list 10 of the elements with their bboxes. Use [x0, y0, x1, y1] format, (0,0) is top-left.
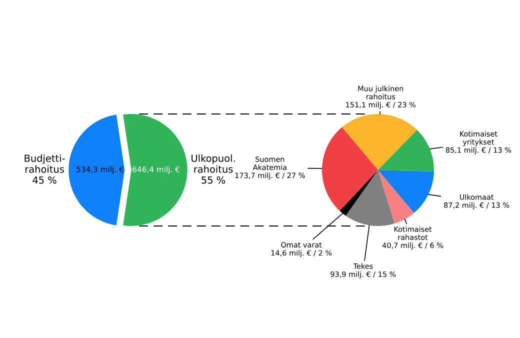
text: 45 %	[32, 176, 56, 184]
pie-slice	[378, 130, 434, 172]
slice-label: Ulkopuol. rahoitus	[192, 154, 235, 173]
slice-label: Budjetti- rahoitus	[24, 154, 65, 173]
pie-slice	[378, 170, 434, 213]
pie-slice	[322, 127, 378, 211]
pie-slice	[342, 114, 418, 170]
pie-slice	[346, 170, 395, 226]
text: 55 %	[202, 176, 226, 184]
pie-slice	[378, 170, 414, 224]
